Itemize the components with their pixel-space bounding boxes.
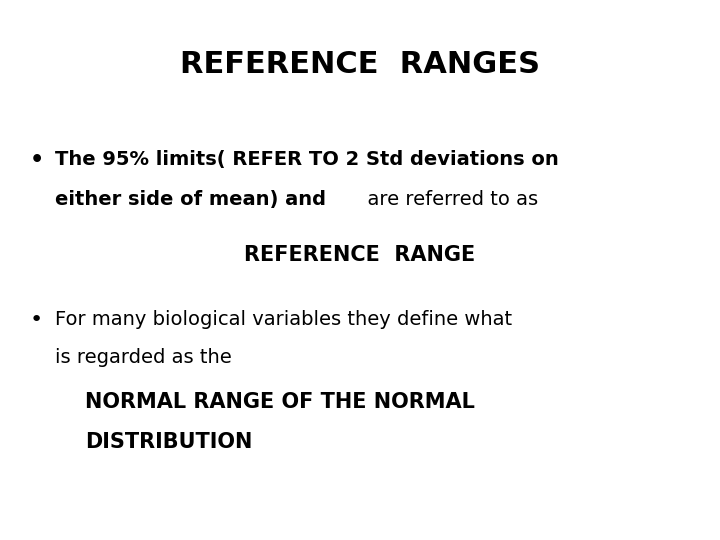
Text: REFERENCE  RANGES: REFERENCE RANGES bbox=[180, 50, 540, 79]
Text: The 95% limits( REFER TO 2 Std deviations on: The 95% limits( REFER TO 2 Std deviation… bbox=[55, 150, 559, 169]
Text: •: • bbox=[30, 310, 43, 330]
Text: •: • bbox=[30, 150, 44, 170]
Text: DISTRIBUTION: DISTRIBUTION bbox=[85, 432, 253, 452]
Text: REFERENCE  RANGE: REFERENCE RANGE bbox=[244, 245, 476, 265]
Text: NORMAL RANGE OF THE NORMAL: NORMAL RANGE OF THE NORMAL bbox=[85, 392, 475, 412]
Text: either side of mean) and: either side of mean) and bbox=[55, 190, 326, 209]
Text: For many biological variables they define what: For many biological variables they defin… bbox=[55, 310, 512, 329]
Text: are referred to as: are referred to as bbox=[355, 190, 538, 209]
Text: is regarded as the: is regarded as the bbox=[55, 348, 232, 367]
